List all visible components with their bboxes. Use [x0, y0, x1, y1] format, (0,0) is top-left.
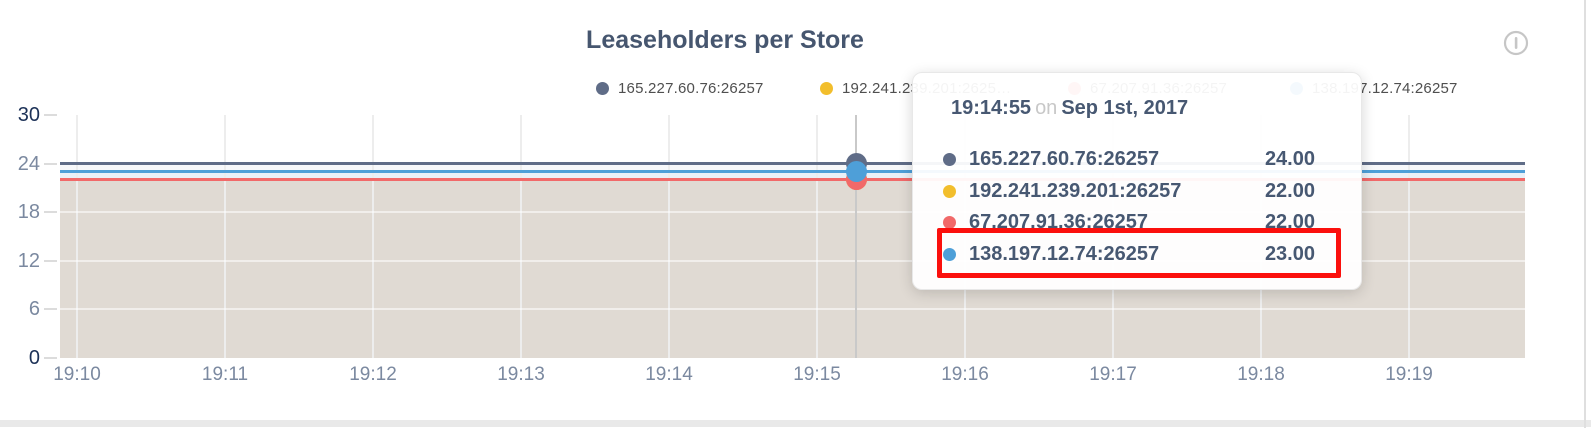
y-axis-label: 18 — [17, 201, 40, 224]
y-axis-label: 0 — [28, 347, 40, 369]
tooltip-row: 192.241.239.201:26257 22.00 — [943, 176, 1315, 208]
tooltip-series-value: 22.00 — [1264, 211, 1315, 234]
series-line — [60, 162, 1525, 166]
tooltip-series-value: 23.00 — [1264, 242, 1315, 265]
tooltip-series-label: 165.227.60.76:26257 — [969, 148, 1160, 171]
tooltip-header: 19:14:55 on Sep 1st, 2017 — [951, 97, 1188, 120]
tooltip-row: 138.197.12.74:26257 23.00 — [943, 239, 1315, 271]
gridline-vertical — [520, 115, 522, 358]
x-axis-label: 19:11 — [201, 364, 249, 385]
tooltip-series-dot-icon — [943, 247, 956, 261]
x-axis-label: 19:19 — [1385, 364, 1433, 385]
tooltip-row: 165.227.60.76:26257 24.00 — [943, 144, 1315, 176]
tooltip-date: Sep 1st, 2017 — [1061, 97, 1189, 119]
tooltip-series-value: 22.00 — [1264, 179, 1315, 202]
y-axis-tick — [44, 357, 57, 359]
tooltip-series-dot-icon — [943, 184, 956, 198]
legend-label: 165.227.60.76:26257 — [618, 79, 764, 97]
x-axis-label: 19:14 — [645, 364, 693, 385]
legend-item[interactable]: 165.227.60.76:26257 — [596, 79, 764, 97]
y-axis-tick — [44, 114, 57, 116]
gridline-vertical — [224, 115, 226, 358]
gridline-vertical — [668, 115, 670, 358]
y-axis-label: 6 — [28, 298, 40, 321]
tooltip-row: 67.207.91.36:26257 22.00 — [943, 207, 1315, 239]
tooltip-series-dot-icon — [943, 153, 956, 167]
gridline-vertical — [76, 115, 78, 358]
legend-dot-icon — [596, 81, 609, 95]
bottom-divider — [0, 420, 1591, 427]
hover-point-dot — [845, 161, 867, 183]
x-axis-label: 19:17 — [1089, 364, 1137, 385]
area-fill — [60, 163, 1525, 172]
y-axis-label: 24 — [17, 152, 40, 175]
chart-title: Leaseholders per Store — [586, 26, 864, 54]
area-fill — [60, 171, 1525, 180]
gridline-vertical — [372, 115, 374, 358]
gridline-horizontal — [60, 259, 1533, 262]
tooltip-rows: 165.227.60.76:26257 24.00 192.241.239.201:… — [943, 144, 1315, 270]
x-axis-label: 19:12 — [349, 364, 397, 385]
x-axis-label: 19:10 — [53, 364, 101, 385]
panel-right-border — [1584, 0, 1586, 428]
y-axis-label: 12 — [17, 249, 40, 272]
x-axis-label: 19:13 — [497, 364, 545, 385]
x-axis-label: 19:15 — [793, 364, 841, 385]
tooltip-series-value: 24.00 — [1264, 148, 1315, 171]
info-alert-icon[interactable] — [1503, 30, 1529, 56]
tooltip-series-dot-icon — [943, 216, 956, 230]
tooltip-conjunction: on — [1035, 97, 1058, 119]
tooltip-series-label: 138.197.12.74:26257 — [969, 242, 1160, 265]
series-line — [60, 170, 1525, 174]
x-axis-label: 19:16 — [941, 364, 989, 385]
y-axis-label: 30 — [17, 104, 40, 126]
y-axis-tick — [44, 308, 57, 311]
y-axis-tick — [44, 162, 57, 165]
hover-tooltip: 19:14:55 on Sep 1st, 2017 165.227.60.76:26… — [912, 72, 1362, 290]
y-axis-tick — [44, 259, 57, 262]
y-axis-tick — [44, 211, 57, 214]
tooltip-series-label: 192.241.239.201:26257 — [969, 179, 1182, 202]
tooltip-series-label: 67.207.91.36:26257 — [969, 211, 1149, 234]
hover-crosshair-line — [855, 115, 857, 358]
x-axis-label: 19:18 — [1237, 364, 1285, 385]
series-line — [60, 178, 1525, 182]
gridline-vertical — [816, 115, 818, 358]
gridline-vertical — [1408, 115, 1410, 358]
gridline-horizontal — [60, 211, 1533, 214]
gridline-horizontal — [60, 308, 1533, 311]
legend-dot-icon — [820, 81, 833, 95]
tooltip-time: 19:14:55 — [951, 97, 1032, 119]
